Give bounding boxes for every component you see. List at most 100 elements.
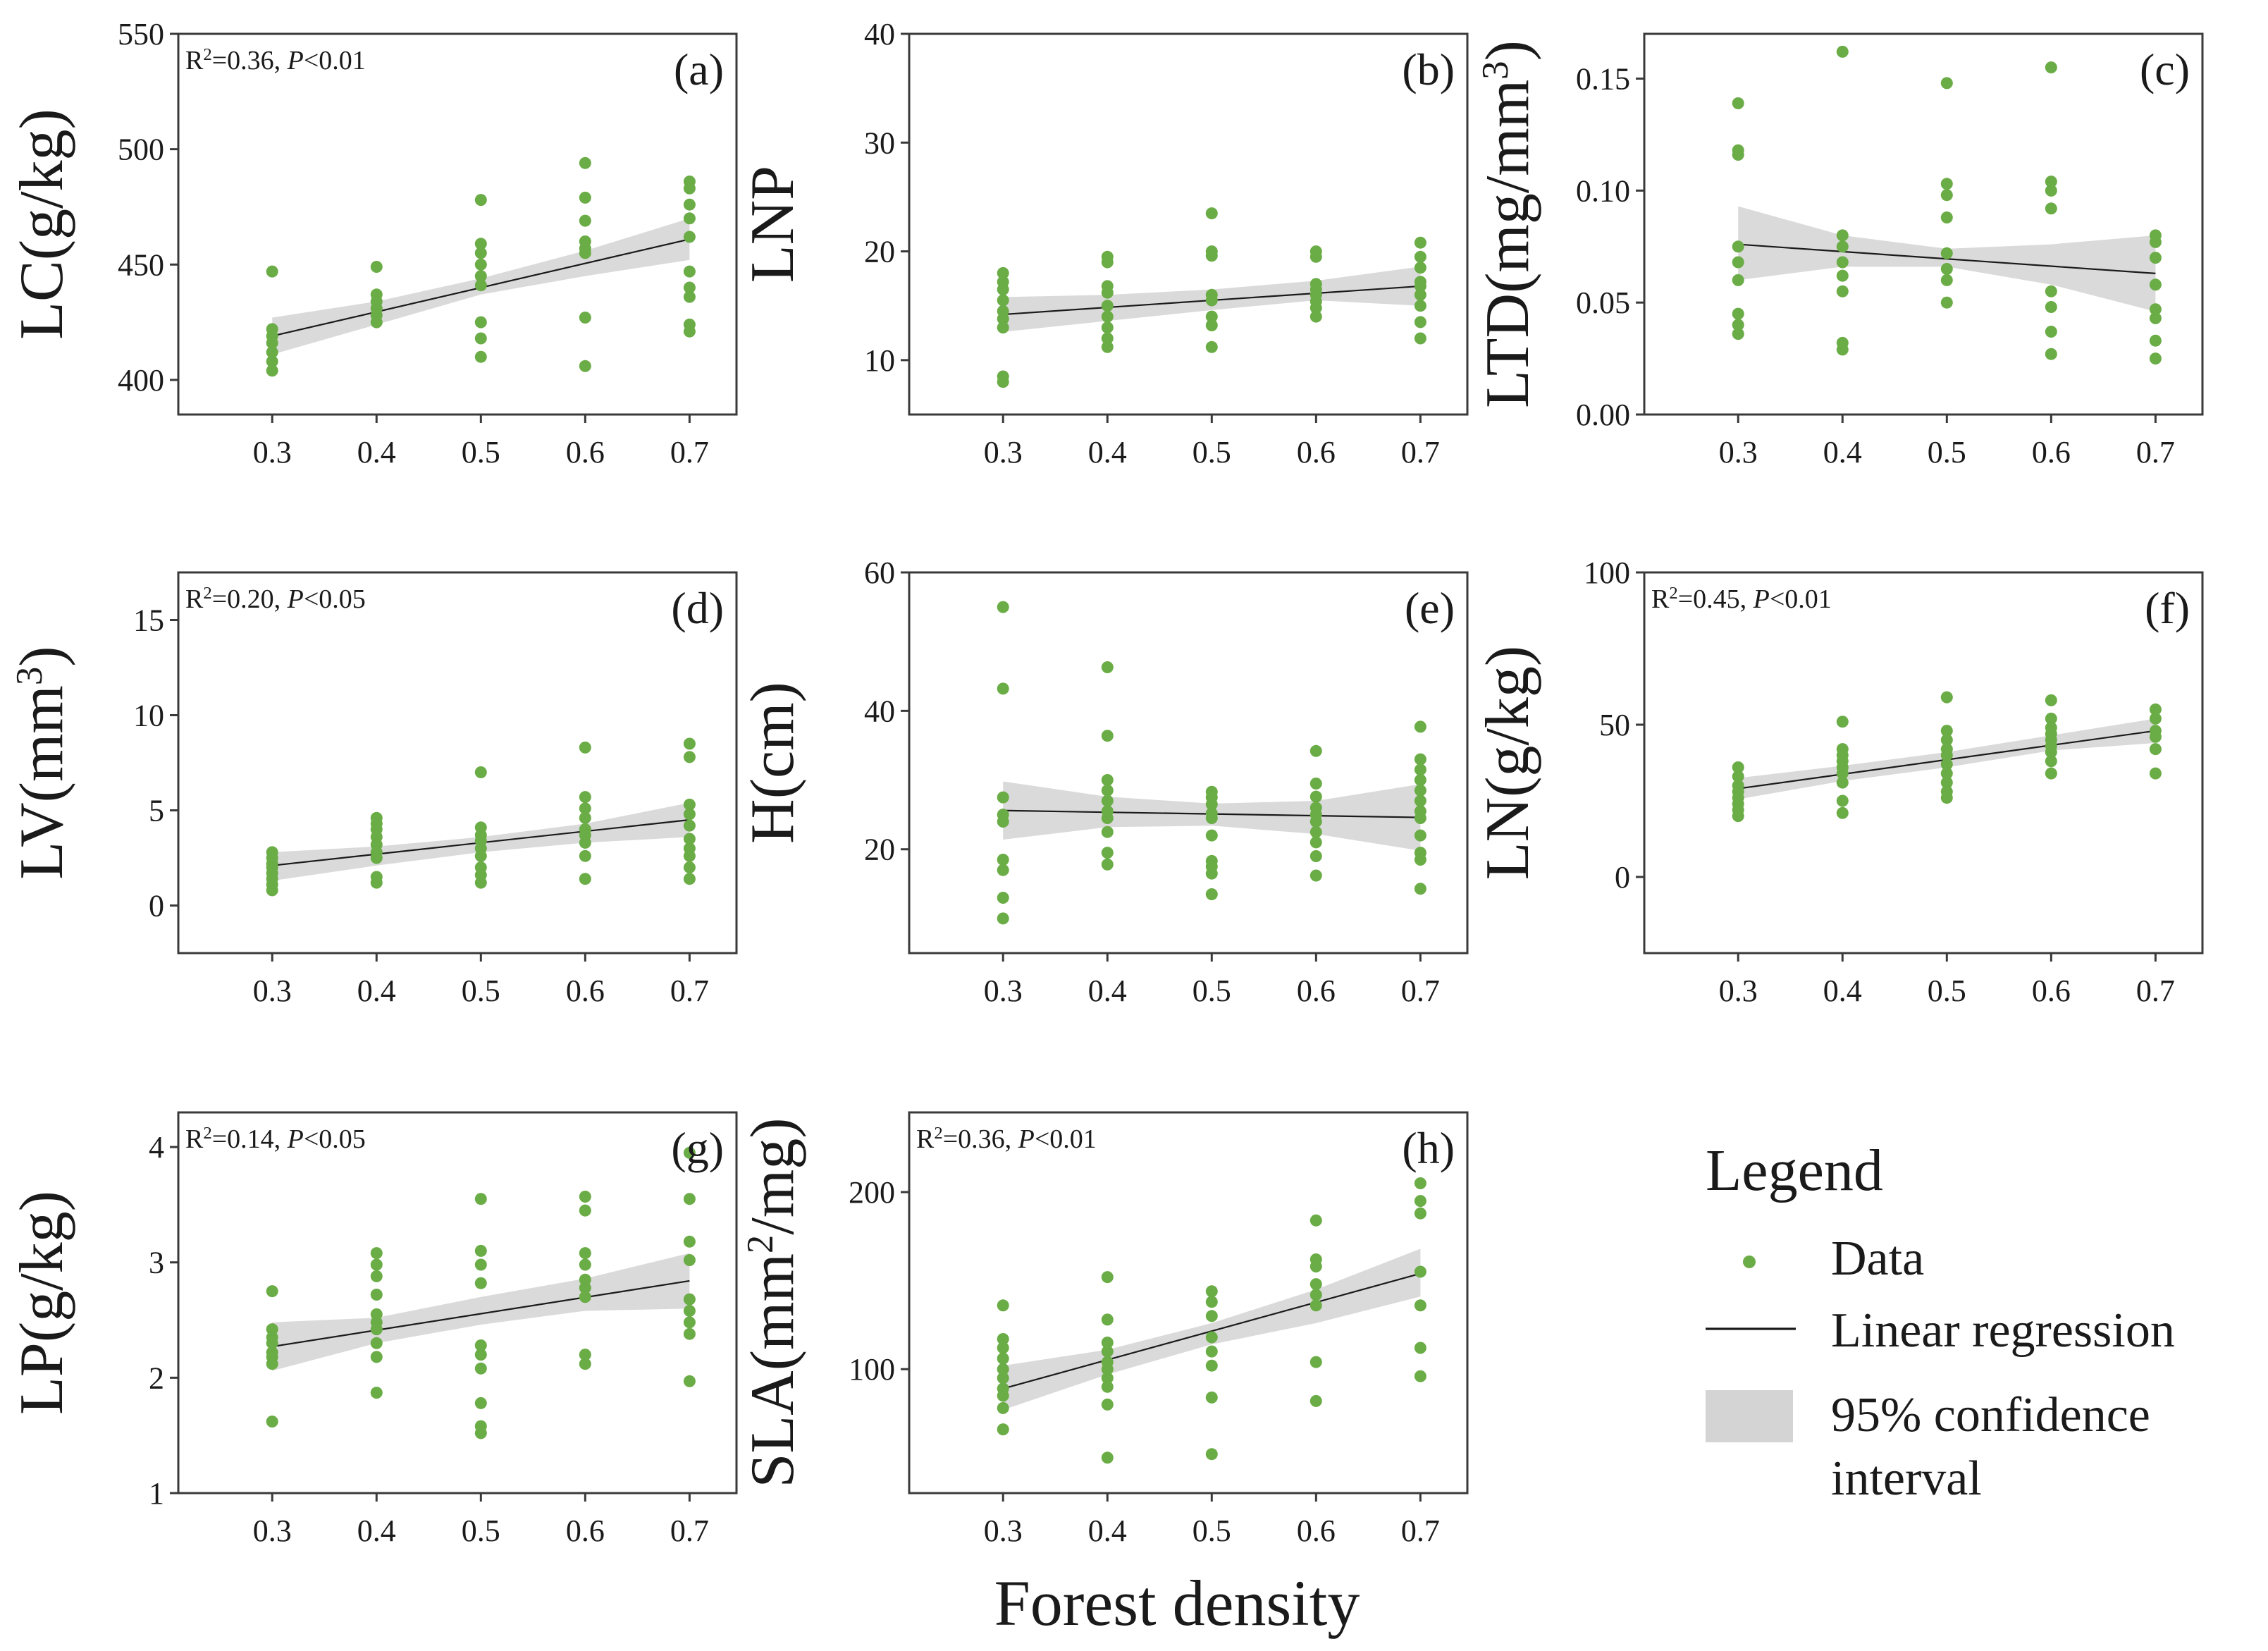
data-point: [370, 1289, 383, 1301]
data-point: [1309, 850, 1322, 862]
data-point: [1101, 310, 1114, 323]
data-point: [474, 1427, 487, 1440]
data-point: [1732, 149, 1744, 161]
data-point: [370, 1258, 383, 1271]
data-point: [683, 833, 696, 845]
data-point: [997, 1389, 1009, 1402]
data-point: [1414, 316, 1426, 329]
data-point: [997, 601, 1009, 613]
y-tick-label: 500: [118, 133, 164, 167]
data-point: [1101, 340, 1114, 353]
data-point: [1101, 661, 1114, 673]
data-point: [474, 1349, 487, 1361]
data-point: [579, 1191, 591, 1203]
data-point: [683, 1316, 696, 1329]
panel-e: 0.3 0.4 0.5 0.6 0.7 20 40 60 H(cm) (e): [739, 556, 1469, 1008]
data-point: [370, 852, 383, 864]
y-tick-label: 60: [864, 556, 895, 590]
panel-tag: (h): [1402, 1123, 1455, 1173]
y-axis-label: LTD(mg/mm3): [1474, 40, 1542, 408]
x-tick-label: 0.4: [1823, 435, 1862, 469]
data-point: [683, 212, 696, 225]
data-point: [997, 816, 1009, 828]
data-point: [1836, 806, 1849, 819]
data-point: [683, 751, 696, 763]
data-point: [997, 791, 1009, 804]
data-point: [579, 1291, 591, 1303]
data-point: [1414, 784, 1426, 797]
data-point: [1205, 1391, 1218, 1404]
data-point: [1101, 1380, 1114, 1393]
y-tick-label: 0.15: [1576, 62, 1630, 97]
data-point: [370, 1387, 383, 1399]
data-point: [997, 294, 1009, 307]
plot-frame: [908, 1111, 1469, 1495]
data-point: [683, 1235, 696, 1248]
data-point: [474, 258, 487, 271]
data-point: [579, 849, 591, 862]
data-point: [997, 1342, 1009, 1354]
panel-tag: (e): [1405, 583, 1455, 633]
data-point: [1836, 240, 1849, 253]
data-point: [1940, 691, 1953, 704]
data-point: [2045, 61, 2057, 74]
data-point: [370, 1247, 383, 1260]
y-tick-label: 0: [149, 889, 164, 923]
data-point: [1101, 300, 1114, 312]
data-point: [997, 312, 1009, 325]
data-point: [579, 191, 591, 204]
data-point: [1732, 256, 1744, 269]
data-point: [1101, 332, 1114, 345]
y-axis-label: LC(g/kg): [8, 109, 76, 340]
data-point: [997, 892, 1009, 904]
plot-frame: [908, 32, 1469, 416]
data-point: [1205, 1285, 1218, 1298]
data-point: [1414, 763, 1426, 776]
data-point: [1414, 1195, 1426, 1208]
data-point: [1836, 343, 1849, 356]
x-tick-label: 0.3: [253, 435, 292, 469]
x-tick-label: 0.5: [1928, 435, 1966, 469]
data-point: [683, 198, 696, 211]
data-point: [1732, 274, 1744, 286]
y-tick-label: 50: [1599, 708, 1630, 742]
data-point: [997, 1333, 1009, 1345]
data-point: [579, 836, 591, 849]
x-tick-label: 0.4: [1088, 1514, 1127, 1548]
data-point: [474, 316, 487, 329]
data-point: [579, 741, 591, 754]
y-tick-label: 20: [864, 833, 895, 867]
y-tick-label: 0.00: [1576, 398, 1630, 432]
data-point: [1732, 307, 1744, 320]
data-point: [1205, 888, 1218, 900]
data-point: [1205, 867, 1218, 880]
data-point: [2149, 235, 2162, 248]
panel-tag: (f): [2145, 583, 2190, 633]
data-point: [683, 873, 696, 885]
panel-tag: (b): [1402, 44, 1455, 94]
data-point: [1309, 1299, 1322, 1312]
regression-line: [272, 1279, 690, 1348]
data-point: [1101, 774, 1114, 786]
data-point: [2045, 694, 2057, 706]
x-tick-label: 0.3: [253, 974, 292, 1008]
data-point: [2149, 352, 2162, 365]
data-point: [1414, 753, 1426, 766]
data-point: [997, 1372, 1009, 1385]
panel-tag: (a): [674, 44, 724, 94]
data-point: [474, 1397, 487, 1409]
y-tick-label: 20: [864, 235, 895, 269]
legend-ci-swatch: [1706, 1390, 1793, 1442]
data-point: [579, 1204, 591, 1217]
y-tick-label: 400: [118, 363, 164, 398]
data-point: [266, 337, 278, 349]
data-point: [474, 332, 487, 345]
data-point: [1101, 784, 1114, 797]
y-tick-label: 4: [149, 1130, 164, 1165]
x-tick-label: 0.5: [1928, 974, 1966, 1008]
data-point: [1940, 263, 1953, 275]
data-point: [1732, 761, 1744, 773]
y-axis-label: LNP: [739, 166, 807, 283]
data-point: [1732, 328, 1744, 340]
